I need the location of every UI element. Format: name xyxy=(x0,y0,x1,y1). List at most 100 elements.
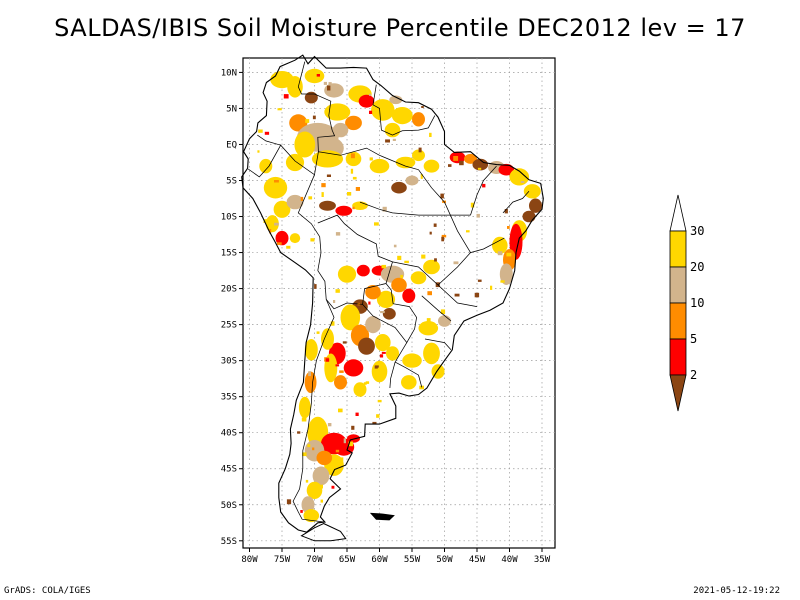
percentile-speckle-brown xyxy=(421,106,424,108)
colorbar-segment xyxy=(669,338,687,376)
percentile-speckle-yellow xyxy=(363,382,367,385)
percentile-speckle-brown xyxy=(385,139,390,143)
percentile-speckle-yellow xyxy=(308,196,313,200)
percentile-patch-yellow xyxy=(423,159,440,173)
percentile-patch-yellow xyxy=(395,156,416,169)
percentile-speckle-yellow xyxy=(420,174,423,179)
percentile-speckle-brown xyxy=(440,193,444,199)
percentile-patch-red xyxy=(335,205,353,216)
footer-timestamp: 2021-05-12-19:22 xyxy=(693,586,780,596)
percentile-patch-brown xyxy=(358,337,375,355)
percentile-speckle-brown xyxy=(433,223,437,227)
percentile-patch-yellow xyxy=(391,107,413,125)
percentile-speckle-yellow xyxy=(305,479,309,483)
percentile-patch-yellow xyxy=(337,265,357,283)
percentile-speckle-yellow xyxy=(321,192,324,197)
percentile-speckle-tan xyxy=(328,82,332,86)
shading-layer xyxy=(257,68,542,523)
percentile-speckle-red xyxy=(335,364,340,367)
percentile-speckle-yellow xyxy=(310,238,315,242)
lon-tick-label: 35W xyxy=(534,555,551,565)
percentile-speckle-red xyxy=(355,412,359,416)
percentile-patch-red xyxy=(356,264,370,277)
percentile-patch-orange xyxy=(391,277,407,293)
lon-tick-label: 75W xyxy=(274,555,291,565)
percentile-patch-tan xyxy=(332,122,349,138)
percentile-speckle-yellow xyxy=(347,192,352,196)
percentile-speckle-yellow xyxy=(500,280,505,283)
percentile-patch-yellow xyxy=(369,158,390,174)
percentile-patch-yellow xyxy=(304,339,318,361)
percentile-speckle-yellow xyxy=(428,330,434,334)
lat-tick-label: 30S xyxy=(221,357,237,367)
percentile-speckle-yellow xyxy=(307,444,311,448)
lat-tick-label: 45S xyxy=(221,465,237,475)
percentile-patch-yellow xyxy=(263,176,288,199)
political-border xyxy=(470,165,497,216)
percentile-speckle-yellow xyxy=(286,245,291,249)
percentile-speckle-tan xyxy=(520,181,525,183)
percentile-speckle-yellow xyxy=(397,255,402,260)
lat-tick-label: 25S xyxy=(221,321,237,331)
percentile-patch-brown xyxy=(382,308,396,320)
percentile-patch-brown xyxy=(529,198,542,213)
percentile-speckle-yellow xyxy=(377,367,383,372)
percentile-speckle-brown xyxy=(477,279,482,282)
percentile-speckle-yellow xyxy=(377,399,382,403)
percentile-patch-tan xyxy=(405,175,419,186)
percentile-patch-yellow xyxy=(287,76,303,98)
axis-ticks: 80W 75W 70W 65W 60W 55W 50W 45W 40W 35W 10N 5N EQ 5S 1… xyxy=(221,68,551,565)
lon-tick-label: 60W xyxy=(371,555,388,565)
lat-tick-label: 10S xyxy=(221,213,237,223)
colorbar-segment xyxy=(669,266,687,304)
lat-tick-label: 35S xyxy=(221,393,237,403)
percentile-patch-tan xyxy=(389,95,403,105)
colorbar-label: 30 xyxy=(690,224,704,238)
percentile-speckle-yellow xyxy=(400,274,403,279)
percentile-speckle-yellow xyxy=(275,210,281,213)
percentile-patch-red xyxy=(402,288,416,303)
percentile-patch-yellow xyxy=(401,375,417,390)
political-border xyxy=(389,342,408,389)
percentile-speckle-red xyxy=(368,301,371,305)
percentile-patch-yellow xyxy=(265,215,279,233)
percentile-patch-yellow xyxy=(376,290,396,308)
percentile-speckle-yellow xyxy=(466,230,470,233)
lat-tick-label: 55S xyxy=(221,537,237,547)
percentile-speckle-tan xyxy=(392,138,396,141)
percentile-speckle-yellow xyxy=(506,252,512,257)
percentile-speckle-yellow xyxy=(532,194,537,199)
percentile-patch-yellow xyxy=(523,184,541,199)
percentile-speckle-tan xyxy=(323,81,327,85)
percentile-patch-red xyxy=(275,230,289,246)
percentile-speckle-brown xyxy=(327,85,331,91)
percentile-speckle-yellow xyxy=(419,385,424,390)
percentile-speckle-yellow xyxy=(348,441,353,447)
percentile-speckle-brown xyxy=(441,236,445,242)
percentile-patch-yellow xyxy=(371,99,395,121)
percentile-speckle-red xyxy=(381,351,386,354)
percentile-speckle-brown xyxy=(312,115,316,120)
percentile-patch-yellow xyxy=(294,131,316,158)
percentile-speckle-orange xyxy=(321,183,326,188)
colorbar-label: 5 xyxy=(690,332,697,346)
percentile-speckle-brown xyxy=(459,160,464,166)
percentile-speckle-orange xyxy=(355,187,360,191)
percentile-speckle-tan xyxy=(335,232,341,236)
percentile-patch-yellow xyxy=(273,200,291,218)
percentile-patch-tan xyxy=(499,263,513,286)
percentile-patch-brown xyxy=(391,181,407,194)
percentile-speckle-red xyxy=(482,183,486,188)
percentile-speckle-orange xyxy=(335,449,340,453)
lon-tick-label: 55W xyxy=(404,555,421,565)
percentile-patch-brown xyxy=(304,91,318,104)
percentile-patch-yellow xyxy=(423,342,440,365)
percentile-speckle-yellow xyxy=(352,176,357,180)
political-border xyxy=(362,283,417,344)
tierra-del-fuego-coast xyxy=(300,522,347,542)
percentile-speckle-red xyxy=(325,358,330,362)
percentile-speckle-orange xyxy=(427,291,432,296)
percentile-speckle-yellow xyxy=(277,108,282,111)
lon-tick-label: 50W xyxy=(436,555,453,565)
percentile-speckle-brown xyxy=(326,174,331,177)
